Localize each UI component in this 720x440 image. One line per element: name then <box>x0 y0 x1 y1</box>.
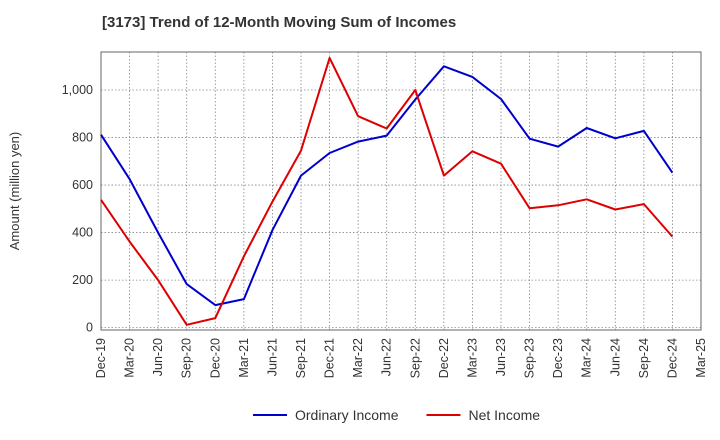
x-tick-label: Dec-20 <box>208 338 222 378</box>
x-tick-label: Mar-25 <box>694 338 708 378</box>
x-tick-label: Sep-20 <box>180 338 194 378</box>
x-tick-label: Sep-24 <box>637 338 651 378</box>
x-tick-label: Mar-20 <box>123 338 137 378</box>
x-tick-label: Mar-23 <box>465 338 479 378</box>
x-tick-label: Jun-23 <box>494 338 508 376</box>
x-tick-label: Dec-22 <box>437 338 451 378</box>
x-tick-label: Mar-22 <box>351 338 365 378</box>
legend: Ordinary Income Net Income <box>253 407 540 423</box>
y-tick-label: 1,000 <box>62 83 93 97</box>
x-tick-label: Mar-21 <box>237 338 251 378</box>
x-axis: Dec-19 Mar-20 Jun-20 Sep-20 Dec-20 Mar-21 Jun-… <box>94 338 708 378</box>
legend-label: Ordinary Income <box>295 407 399 423</box>
y-axis-label: Amount (million yen) <box>7 132 22 251</box>
x-tick-label: Jun-22 <box>380 338 394 376</box>
y-tick-label: 200 <box>72 273 93 287</box>
x-tick-label: Sep-23 <box>523 338 537 378</box>
y-tick-label: 600 <box>72 178 93 192</box>
x-tick-label: Jun-20 <box>151 338 165 376</box>
y-tick-label: 800 <box>72 131 93 145</box>
x-tick-label: Mar-24 <box>580 338 594 378</box>
x-tick-label: Sep-22 <box>408 338 422 378</box>
y-axis: 0 200 400 600 800 1,000 <box>62 83 93 335</box>
x-tick-label: Jun-21 <box>265 338 279 376</box>
x-tick-label: Dec-24 <box>665 338 679 378</box>
x-tick-label: Sep-21 <box>294 338 308 378</box>
x-tick-label: Dec-19 <box>94 338 108 378</box>
y-tick-label: 0 <box>86 321 93 335</box>
plot-frame <box>100 51 702 331</box>
chart-title: [3173] Trend of 12-Month Moving Sum of I… <box>102 14 457 31</box>
legend-label: Net Income <box>468 407 540 423</box>
x-tick-label: Dec-21 <box>323 338 337 378</box>
y-tick-label: 400 <box>72 226 93 240</box>
x-tick-label: Dec-23 <box>551 338 565 378</box>
x-tick-label: Jun-24 <box>608 338 622 376</box>
series <box>100 56 674 326</box>
series-line-net-income <box>100 56 674 326</box>
series-line-ordinary-income <box>100 65 674 307</box>
